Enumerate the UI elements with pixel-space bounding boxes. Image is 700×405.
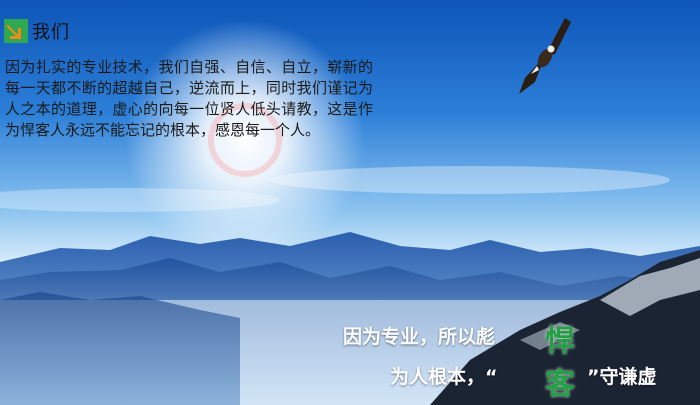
near-left-hill [0, 292, 240, 405]
sun-glow [125, 20, 365, 260]
section-header: 我们 [4, 18, 70, 44]
slogan-line-2: 为人根本，“ [390, 366, 498, 388]
cloud [270, 166, 670, 194]
snow-patch [520, 322, 580, 350]
intro-paragraph: 因为扎实的专业技术，我们自强、自信、自立，崭新的每一天都不断的超越自己，逆流而上… [5, 58, 373, 139]
page-title: 我们 [32, 22, 70, 43]
slogan-line-1: 因为专业，所以彪 [343, 326, 496, 348]
slogan-highlight-char-1: 悍 [545, 324, 575, 359]
slogan-line-2-end: ”守谦虚 [587, 366, 657, 388]
eagle-icon [519, 18, 571, 94]
cloud [0, 188, 280, 212]
slogan-highlight-char-2: 客 [545, 367, 575, 402]
logo-arrow-icon [4, 19, 28, 43]
snow-patch [600, 258, 700, 316]
sun-halo [208, 103, 282, 177]
